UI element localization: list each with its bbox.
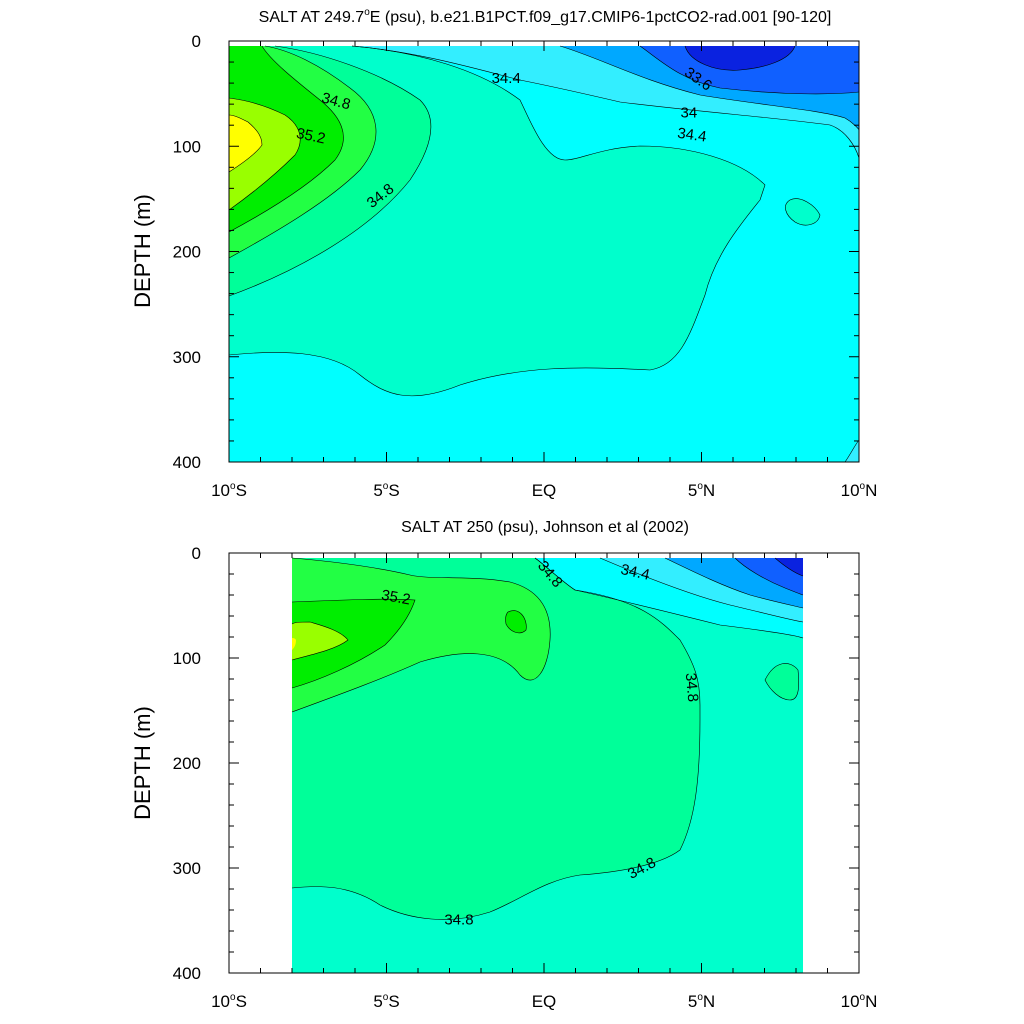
bottom-contour-label: 34.8 <box>444 911 473 928</box>
top-line-350 <box>228 45 432 297</box>
top-y-tick-label: 300 <box>173 348 201 367</box>
top-contour-label: 34 <box>681 105 698 122</box>
top-contour-label: 34.4 <box>492 70 521 87</box>
top-title: SALT AT 249.7oE (psu), b.e21.B1PCT.f09_g… <box>259 7 832 26</box>
bottom-region-336 <box>735 558 803 595</box>
bottom-region-360 <box>292 638 296 650</box>
top-line-332 <box>684 45 796 71</box>
bottom-region-356 <box>292 599 415 688</box>
top-line-352 <box>228 45 377 259</box>
bottom-line-348 <box>291 557 701 920</box>
bottom-contour-label: 34.4 <box>619 561 651 584</box>
bottom-region-332 <box>775 558 803 576</box>
bottom-x-tick-label: EQ <box>532 992 557 1011</box>
top-y-tick-label: 400 <box>173 453 201 472</box>
bottom-contour-lines <box>291 557 804 920</box>
bottom-axis-ticks <box>228 552 860 974</box>
top-title-degree: o <box>364 7 370 18</box>
bottom-line-356 <box>291 598 416 689</box>
top-region-346-north <box>785 198 820 226</box>
top-line-356 <box>228 97 301 211</box>
bottom-y-axis-label: DEPTH (m) <box>130 706 155 820</box>
top-line-344 <box>351 45 860 159</box>
top-x-tick-label: 10oS <box>211 481 247 500</box>
top-x-tick-label: 10oN <box>841 481 878 500</box>
bottom-x-tick-label: 5oS <box>373 992 399 1011</box>
top-contour-label: 34.8 <box>320 89 353 113</box>
bottom-region-352 <box>292 558 551 712</box>
panel-bottom: SALT AT 250 (psu), Johnson et al (2002) <box>130 519 877 1011</box>
bottom-line-354-island <box>505 610 527 634</box>
bottom-contour-label: 34.8 <box>682 672 701 703</box>
bottom-y-tick-label: 300 <box>173 859 201 878</box>
bottom-line-348-north <box>764 663 800 701</box>
bottom-x-tick-label: 10oN <box>841 992 878 1011</box>
top-region-332 <box>685 46 795 71</box>
top-y-tick-label: 0 <box>192 32 201 51</box>
bottom-y-tick-label: 100 <box>173 649 201 668</box>
bottom-x-tick-labels: 10oS 5oS EQ 5oN 10oN <box>211 992 877 1011</box>
bottom-y-tick-label: 400 <box>173 964 201 983</box>
top-x-tick-labels: 10oS 5oS EQ 5oN 10oN <box>211 481 877 500</box>
top-line-336 <box>639 45 860 95</box>
bottom-x-tick-label: 5oN <box>688 992 715 1011</box>
top-contour-lines <box>228 45 860 463</box>
bottom-y-tick-labels: 0 100 200 300 400 <box>173 544 201 983</box>
top-y-tick-labels: 0 100 200 300 400 <box>173 32 201 472</box>
top-title-suffix: E (psu), b.e21.B1PCT.f09_g17.CMIP6-1pctC… <box>370 9 832 26</box>
top-line-348 <box>228 45 766 397</box>
bottom-x-tick-label: 10oS <box>211 992 247 1011</box>
top-contour-label: 35.2 <box>295 125 327 148</box>
top-y-axis-label: DEPTH (m) <box>130 194 155 308</box>
bottom-line-336 <box>734 557 804 596</box>
top-y-tick-label: 100 <box>173 137 201 156</box>
top-line-340 <box>559 45 860 131</box>
top-x-tick-label: EQ <box>532 481 557 500</box>
bottom-y-tick-label: 0 <box>192 544 201 563</box>
top-region-358 <box>229 115 262 172</box>
bottom-line-346 <box>534 557 804 639</box>
bottom-region-354-island <box>505 610 527 633</box>
bottom-contour-fill <box>292 558 803 973</box>
panel-top: SALT AT 249.7oE (psu), b.e21.B1PCT.f09_g… <box>130 7 877 500</box>
top-axis-ticks <box>228 40 860 463</box>
bottom-y-tick-label: 200 <box>173 754 201 773</box>
top-contour-fill <box>229 46 859 462</box>
top-x-tick-label: 5oS <box>373 481 399 500</box>
bottom-line-352 <box>291 557 551 713</box>
bottom-title: SALT AT 250 (psu), Johnson et al (2002) <box>401 519 689 536</box>
top-line-358 <box>228 114 263 173</box>
top-title-prefix: SALT AT 249.7 <box>259 9 365 26</box>
top-line-346-north <box>785 198 821 226</box>
bottom-contour-label: 35.2 <box>380 587 412 609</box>
top-line-354 <box>228 45 344 233</box>
bottom-line-332 <box>774 557 804 577</box>
bottom-region-358 <box>292 622 348 660</box>
top-y-tick-label: 200 <box>173 243 201 262</box>
top-contour-label: 34.4 <box>676 125 707 146</box>
bottom-line-344 <box>599 557 804 623</box>
bottom-region-348-north <box>765 663 799 700</box>
bottom-line-340 <box>664 557 804 609</box>
bottom-line-358 <box>291 621 349 661</box>
top-x-tick-label: 5oN <box>688 481 715 500</box>
